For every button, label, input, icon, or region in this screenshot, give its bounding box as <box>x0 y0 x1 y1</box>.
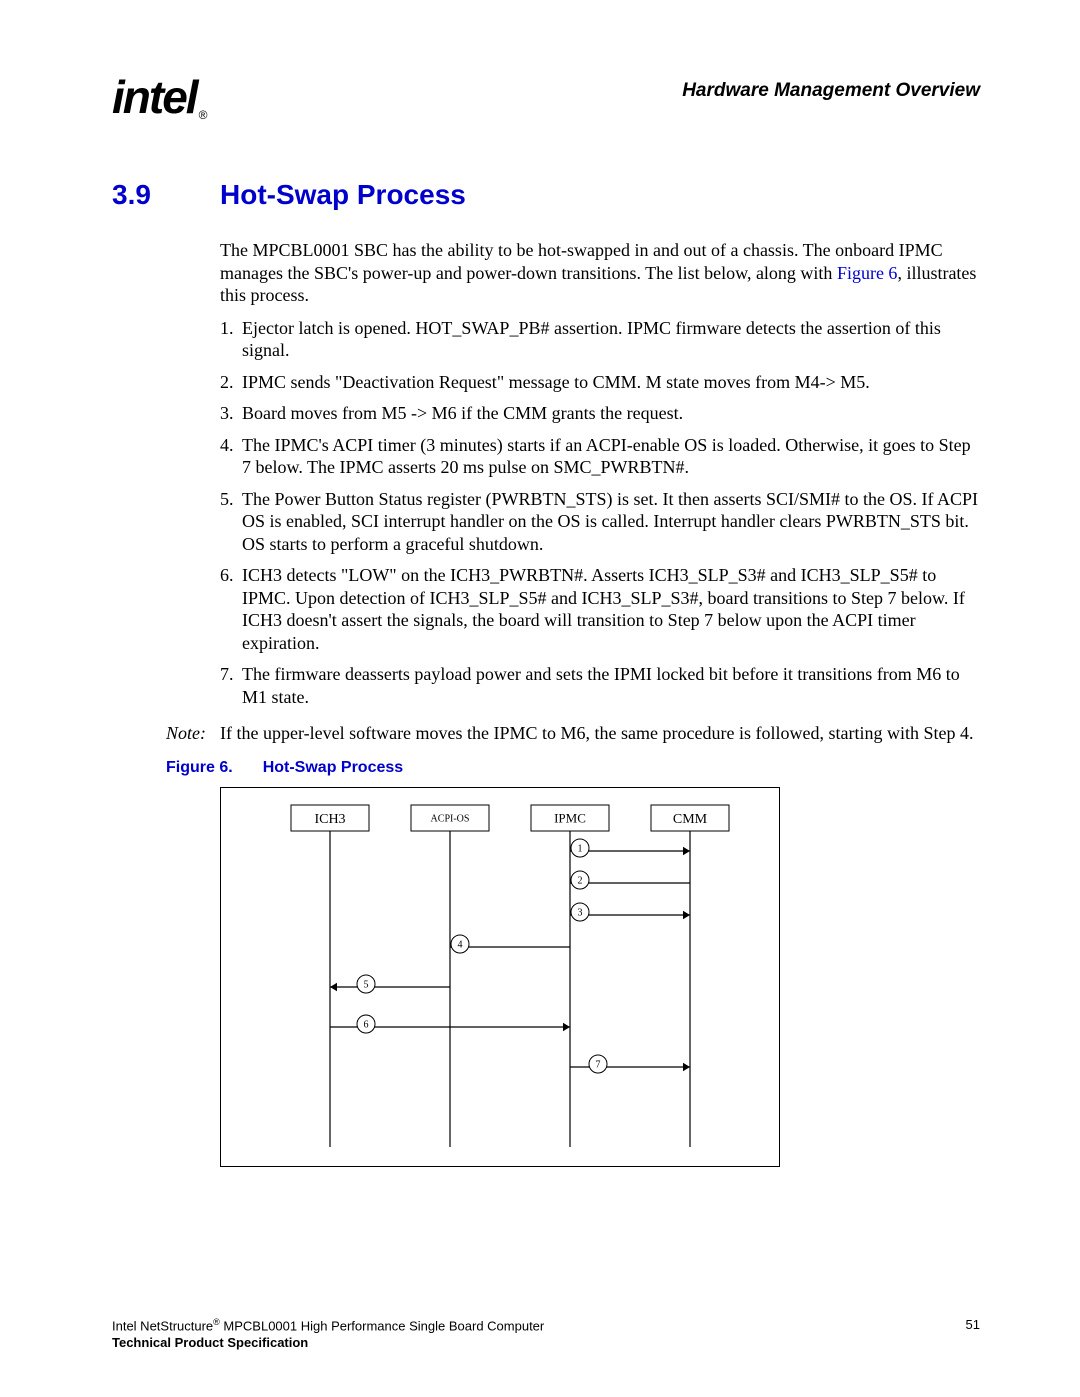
footer-left: Intel NetStructure® MPCBL0001 High Perfo… <box>112 1317 544 1352</box>
svg-text:7: 7 <box>596 1059 601 1070</box>
footer-line1b: MPCBL0001 High Performance Single Board … <box>220 1318 544 1333</box>
logo-registered: ® <box>199 108 206 122</box>
page-number: 51 <box>966 1317 980 1332</box>
step-item: 2.IPMC sends "Deactivation Request" mess… <box>220 371 980 394</box>
step-number: 6. <box>220 564 242 654</box>
svg-text:2: 2 <box>578 875 583 886</box>
logo-text: intel <box>112 71 197 123</box>
step-number: 3. <box>220 402 242 425</box>
step-item: 3.Board moves from M5 -> M6 if the CMM g… <box>220 402 980 425</box>
header-title: Hardware Management Overview <box>682 80 980 102</box>
figure-link[interactable]: Figure 6 <box>837 263 898 283</box>
step-item: 1.Ejector latch is opened. HOT_SWAP_PB# … <box>220 317 980 362</box>
figure-title: Hot-Swap Process <box>263 759 403 776</box>
svg-text:3: 3 <box>578 907 583 918</box>
step-number: 2. <box>220 371 242 394</box>
figure-caption: Figure 6. Hot-Swap Process <box>166 759 980 777</box>
figure-label: Figure 6. <box>166 759 233 776</box>
section-heading: 3.9 Hot-Swap Process <box>112 179 980 211</box>
page-header: intel® Hardware Management Overview <box>112 70 980 124</box>
footer-registered: ® <box>213 1317 220 1327</box>
sequence-diagram: ICH3 ACPI-OS IPMC CMM 1 2 3 4 5 6 7 <box>220 787 980 1172</box>
step-text: IPMC sends "Deactivation Request" messag… <box>242 371 980 394</box>
step-item: 7.The firmware deasserts payload power a… <box>220 663 980 708</box>
svg-text:ACPI-OS: ACPI-OS <box>431 813 470 824</box>
step-item: 4.The IPMC's ACPI timer (3 minutes) star… <box>220 434 980 479</box>
step-text: The Power Button Status register (PWRBTN… <box>242 488 980 556</box>
footer-line2: Technical Product Specification <box>112 1335 308 1350</box>
page-footer: Intel NetStructure® MPCBL0001 High Perfo… <box>112 1317 980 1352</box>
page: intel® Hardware Management Overview 3.9 … <box>0 0 1080 1397</box>
svg-text:6: 6 <box>364 1019 369 1030</box>
note-label: Note: <box>166 722 220 745</box>
step-text: Board moves from M5 -> M6 if the CMM gra… <box>242 402 980 425</box>
step-text: The firmware deasserts payload power and… <box>242 663 980 708</box>
step-number: 7. <box>220 663 242 708</box>
steps-list: 1.Ejector latch is opened. HOT_SWAP_PB# … <box>220 317 980 709</box>
body-content: The MPCBL0001 SBC has the ability to be … <box>220 239 980 708</box>
svg-text:4: 4 <box>458 939 463 950</box>
step-number: 1. <box>220 317 242 362</box>
section-title: Hot-Swap Process <box>220 179 466 211</box>
step-item: 5.The Power Button Status register (PWRB… <box>220 488 980 556</box>
svg-text:IPMC: IPMC <box>554 810 586 825</box>
step-text: The IPMC's ACPI timer (3 minutes) starts… <box>242 434 980 479</box>
intel-logo: intel® <box>112 70 203 124</box>
sequence-diagram-svg: ICH3 ACPI-OS IPMC CMM 1 2 3 4 5 6 7 <box>220 787 780 1167</box>
step-text: ICH3 detects "LOW" on the ICH3_PWRBTN#. … <box>242 564 980 654</box>
svg-text:CMM: CMM <box>673 811 708 826</box>
step-item: 6.ICH3 detects "LOW" on the ICH3_PWRBTN#… <box>220 564 980 654</box>
step-number: 5. <box>220 488 242 556</box>
svg-text:ICH3: ICH3 <box>314 811 345 826</box>
svg-text:1: 1 <box>578 843 583 854</box>
section-number: 3.9 <box>112 179 220 211</box>
note-row: Note: If the upper-level software moves … <box>166 722 980 745</box>
step-number: 4. <box>220 434 242 479</box>
intro-part1: The MPCBL0001 SBC has the ability to be … <box>220 240 943 283</box>
intro-paragraph: The MPCBL0001 SBC has the ability to be … <box>220 239 980 307</box>
step-text: Ejector latch is opened. HOT_SWAP_PB# as… <box>242 317 980 362</box>
svg-text:5: 5 <box>364 979 369 990</box>
note-text: If the upper-level software moves the IP… <box>220 722 980 745</box>
footer-line1a: Intel NetStructure <box>112 1318 213 1333</box>
